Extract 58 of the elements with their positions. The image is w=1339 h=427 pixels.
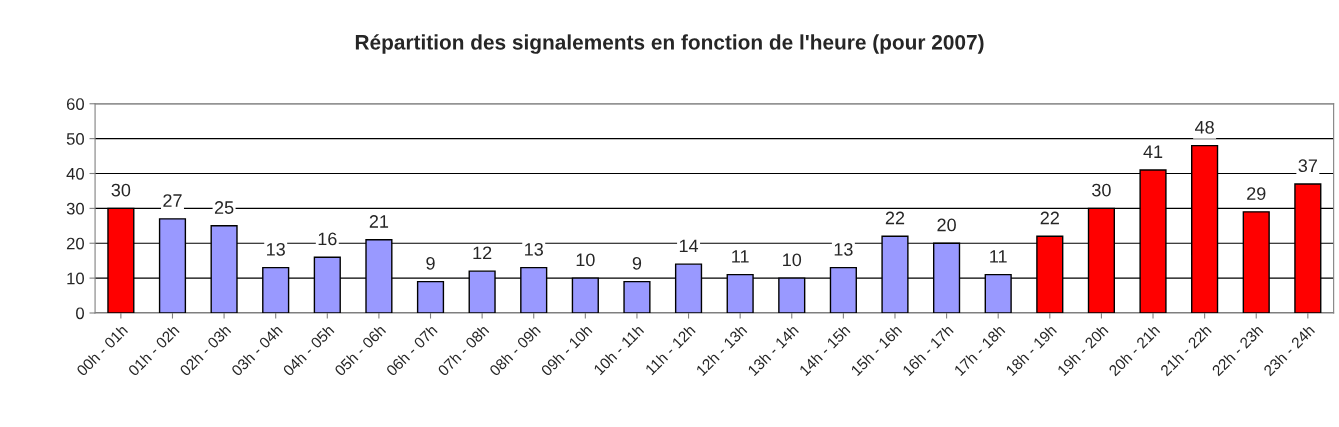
x-tick-label: 21h - 22h	[1159, 324, 1212, 377]
x-tick-label: 23h - 24h	[1262, 324, 1316, 377]
x-tick-label: 01h - 02h	[127, 324, 180, 377]
data-label: 27	[163, 194, 182, 207]
x-tick-label: 03h - 04h	[230, 324, 283, 377]
x-tick-label: 13h - 14h	[746, 324, 800, 377]
bar	[416, 280, 445, 313]
y-tick-label: 0	[76, 307, 84, 320]
x-tick-label: 14h - 15h	[798, 324, 851, 377]
x-tick-label: 19h - 20h	[1056, 324, 1109, 377]
x-tick-label: 12h - 13h	[695, 324, 748, 377]
data-label: 13	[834, 242, 853, 256]
y-tick-label: 40	[66, 167, 84, 180]
data-label: 22	[1040, 211, 1059, 225]
data-label: 16	[318, 232, 337, 246]
data-label: 12	[473, 246, 492, 260]
data-label: 9	[426, 256, 435, 270]
data-label: 41	[1143, 145, 1163, 158]
y-tick-label: 60	[66, 98, 84, 110]
x-tick-label: 22h - 23h	[1211, 324, 1264, 377]
data-label: 20	[937, 218, 956, 232]
x-tick-label: 11h - 12h	[644, 324, 696, 376]
data-label: 30	[1092, 183, 1111, 197]
data-label: 22	[885, 211, 905, 225]
x-tick-label: 09h - 10h	[540, 324, 593, 377]
y-tick-label: 20	[66, 237, 84, 250]
bar	[623, 280, 651, 313]
data-label: 29	[1247, 187, 1266, 200]
data-label: 10	[783, 253, 802, 267]
data-label: 10	[576, 253, 595, 267]
data-label: 37	[1298, 159, 1317, 173]
data-label: 11	[732, 250, 749, 263]
x-tick-label: 18h - 19h	[1004, 324, 1058, 377]
x-tick-label: 07h - 08h	[436, 324, 490, 377]
data-label: 48	[1195, 120, 1214, 134]
data-label: 11	[990, 250, 1007, 263]
data-label: 13	[267, 242, 285, 256]
x-tick-label: 05h - 06h	[333, 324, 387, 377]
x-tick-label: 00h - 01h	[75, 324, 129, 377]
x-tick-label: 06h - 07h	[385, 324, 438, 377]
data-label: 14	[679, 239, 699, 253]
chart-title: Répartition des signalements en fonction de l'heure (pour 2007)	[355, 34, 984, 54]
x-tick-label: 10h - 11h	[592, 324, 645, 376]
data-label: 9	[632, 256, 642, 270]
data-label: 13	[525, 242, 543, 256]
data-label: 25	[214, 201, 234, 214]
y-tick-label: 10	[67, 272, 84, 285]
x-tick-label: 08h - 09h	[488, 324, 541, 377]
x-tick-label: 17h - 18h	[953, 324, 1006, 377]
x-tick-label: 16h - 17h	[901, 324, 954, 377]
data-label: 30	[111, 183, 131, 197]
x-tick-label: 02h - 03h	[178, 324, 232, 377]
y-tick-label: 30	[66, 202, 84, 215]
x-tick-label: 04h - 05h	[282, 324, 335, 377]
data-label: 21	[369, 215, 389, 228]
x-tick-label: 20h - 21h	[1107, 324, 1161, 377]
y-tick-label: 50	[66, 133, 84, 145]
x-tick-label: 15h - 16h	[850, 324, 903, 377]
